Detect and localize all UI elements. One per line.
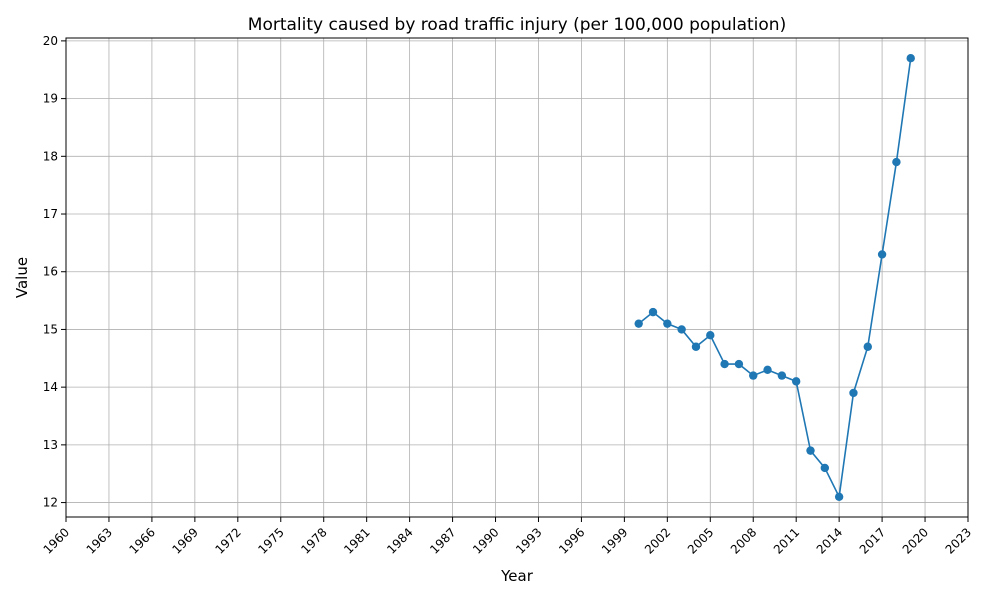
data-point <box>863 342 872 351</box>
data-point <box>906 53 915 63</box>
y-tick-label: 12 <box>43 496 58 510</box>
x-tick-label: 1996 <box>556 525 587 556</box>
x-tick-label: 2014 <box>814 525 845 556</box>
x-tick-label: 1990 <box>470 525 501 556</box>
x-tick-label: 1975 <box>255 525 286 556</box>
x-tick-label: 1969 <box>169 525 200 556</box>
y-tick-label: 16 <box>43 265 58 279</box>
x-axis-label: Year <box>500 567 534 585</box>
series-layer <box>634 53 915 502</box>
data-point <box>820 463 830 473</box>
y-tick-label: 17 <box>43 207 58 221</box>
x-tick-label: 1960 <box>41 525 72 556</box>
y-tick-label: 13 <box>43 438 58 452</box>
grid-lines <box>65 38 969 517</box>
y-tick-label: 19 <box>43 92 58 106</box>
x-tick-label: 1984 <box>384 525 415 556</box>
data-point <box>691 342 701 351</box>
data-point <box>677 325 686 334</box>
x-tick-label: 2008 <box>728 525 759 556</box>
data-point <box>749 371 758 380</box>
data-point <box>791 377 801 386</box>
data-point <box>877 250 887 259</box>
series-line <box>638 58 912 500</box>
x-tick-label: 1966 <box>127 525 158 556</box>
data-point <box>706 331 715 340</box>
data-point <box>720 359 729 369</box>
data-point <box>634 319 643 328</box>
y-tick-label: 20 <box>43 34 58 48</box>
x-tick-label: 2023 <box>943 525 974 556</box>
x-tick-label: 1993 <box>513 525 544 556</box>
x-tick-label: 2005 <box>685 525 716 556</box>
data-point <box>834 492 844 502</box>
x-tick-label: 1987 <box>427 525 458 556</box>
y-tick-label: 15 <box>43 322 58 336</box>
data-point <box>648 307 658 317</box>
x-tick-label: 2017 <box>857 525 888 556</box>
x-tick-label: 2011 <box>771 525 802 556</box>
data-point <box>763 365 772 375</box>
data-point <box>734 359 744 369</box>
data-point <box>892 157 901 167</box>
axis-ticks: 1960 1963 1966 1969 1972 1975 1978 1981 1984 1987… <box>41 34 974 557</box>
x-tick-label: 1999 <box>599 525 630 556</box>
data-point <box>806 446 815 455</box>
data-point <box>663 319 672 328</box>
plot-frame <box>65 37 969 518</box>
x-tick-label: 1981 <box>341 525 372 556</box>
x-tick-label: 2020 <box>900 525 931 556</box>
x-tick-label: 1963 <box>84 525 115 556</box>
y-axis-label: Value <box>13 257 31 298</box>
x-tick-label: 1972 <box>212 525 243 556</box>
chart-title: Mortality caused by road traffic injury … <box>248 15 786 35</box>
y-tick-label: 18 <box>43 149 58 163</box>
data-point <box>777 371 787 380</box>
y-tick-label: 14 <box>43 380 58 394</box>
x-tick-label: 2002 <box>642 525 673 556</box>
x-tick-label: 1978 <box>298 525 329 556</box>
data-point <box>849 388 858 398</box>
